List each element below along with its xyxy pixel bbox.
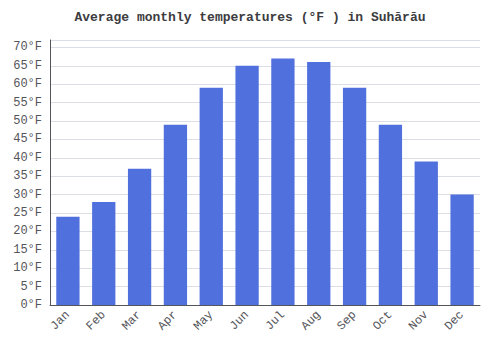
svg-text:50°F: 50°F [13, 114, 42, 128]
svg-text:Aug: Aug [299, 308, 324, 333]
svg-text:Apr: Apr [155, 308, 180, 333]
svg-text:May: May [191, 308, 216, 333]
svg-text:Jan: Jan [48, 308, 73, 333]
svg-text:Jul: Jul [263, 308, 288, 333]
svg-text:60°F: 60°F [13, 77, 42, 91]
svg-text:10°F: 10°F [13, 261, 42, 275]
svg-text:70°F: 70°F [13, 40, 42, 54]
svg-text:45°F: 45°F [13, 132, 42, 146]
svg-text:Sep: Sep [334, 308, 359, 333]
svg-text:Dec: Dec [442, 308, 467, 333]
svg-text:Nov: Nov [406, 308, 431, 333]
svg-text:Jun: Jun [227, 308, 252, 333]
svg-text:15°F: 15°F [13, 243, 42, 257]
svg-text:0°F: 0°F [20, 298, 42, 312]
svg-text:65°F: 65°F [13, 59, 42, 73]
svg-text:20°F: 20°F [13, 224, 42, 238]
svg-text:Oct: Oct [370, 308, 395, 333]
svg-text:40°F: 40°F [13, 151, 42, 165]
svg-text:55°F: 55°F [13, 96, 42, 110]
svg-text:Average monthly temperatures (: Average monthly temperatures (°F ) in Su… [74, 10, 425, 25]
svg-text:5°F: 5°F [20, 280, 42, 294]
svg-text:25°F: 25°F [13, 206, 42, 220]
svg-text:30°F: 30°F [13, 188, 42, 202]
svg-text:Feb: Feb [84, 308, 109, 333]
svg-text:Mar: Mar [119, 308, 144, 333]
svg-text:35°F: 35°F [13, 169, 42, 183]
